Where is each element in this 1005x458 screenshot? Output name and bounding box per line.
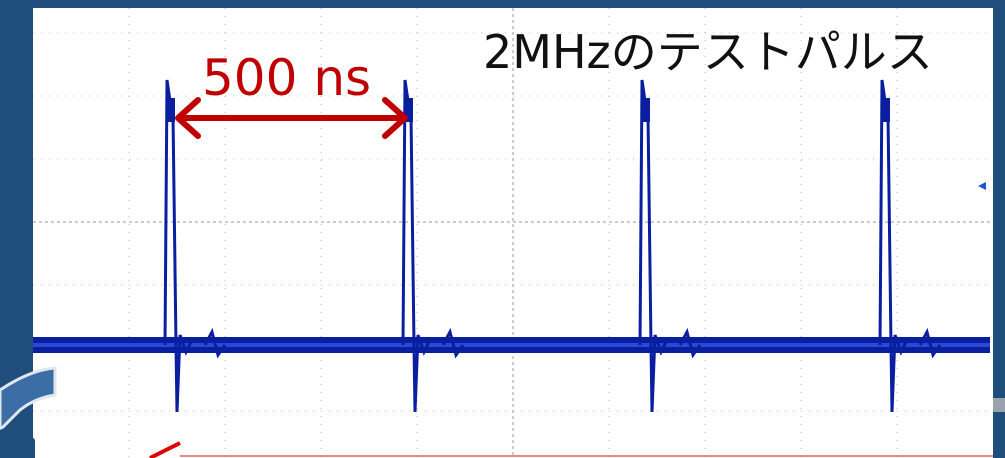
caption: 2MHzのテストパルス: [483, 25, 933, 79]
scope-screen: 500 ns 2MHzのテストパルス: [0, 0, 1005, 458]
page: 500 ns 2MHzのテストパルス (() => { const data =…: [0, 0, 1005, 458]
side-tab: [993, 398, 1005, 412]
pulse-top: [641, 98, 650, 122]
pulse-top: [166, 98, 175, 122]
pulse-top: [881, 98, 890, 122]
period-label: 500 ns: [202, 49, 371, 107]
